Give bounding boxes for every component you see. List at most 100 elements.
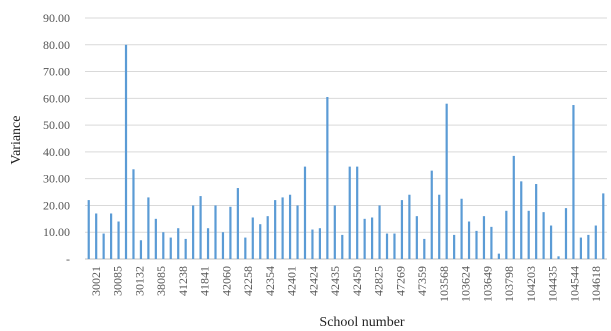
bar (154, 218, 157, 259)
bar (520, 181, 523, 259)
y-tick-label: 60.00 (43, 91, 70, 105)
bar (169, 237, 172, 259)
bar (557, 256, 560, 259)
x-tick-label: 42258 (241, 266, 255, 296)
bar (102, 233, 105, 259)
x-tick-label: 42450 (350, 266, 364, 296)
y-tick-label: 20.00 (43, 198, 70, 212)
bar (311, 229, 314, 259)
bar (288, 194, 292, 259)
x-tick-label: 103798 (502, 266, 516, 302)
y-tick-label: - (66, 252, 70, 266)
x-tick-label: 47359 (415, 266, 429, 296)
y-tick-label: 50.00 (43, 118, 70, 132)
bar (266, 216, 269, 259)
bar (408, 194, 411, 259)
bar (296, 205, 299, 259)
y-tick-label: 70.00 (43, 65, 70, 79)
bar (318, 228, 321, 259)
bar (549, 225, 553, 259)
bar (326, 96, 329, 259)
x-tick-label: 41841 (198, 266, 212, 296)
x-tick-labels: 30021 30085 30132 38085 41238 41841 42060 42258… (89, 266, 603, 302)
bar (490, 226, 493, 259)
bar (542, 212, 545, 259)
y-tick-label: 10.00 (43, 225, 70, 239)
bar (445, 103, 448, 259)
x-tick-label: 30085 (111, 266, 125, 296)
bar (199, 196, 202, 259)
x-tick-label: 104435 (546, 266, 560, 302)
bar (587, 234, 590, 259)
bar (400, 200, 404, 259)
y-tick-label: 80.00 (43, 38, 70, 52)
bar (341, 234, 344, 259)
bar (274, 200, 277, 259)
bar (527, 210, 530, 259)
x-tick-label: 42435 (328, 266, 342, 296)
bar (356, 166, 359, 259)
bar (348, 166, 351, 259)
bar (602, 193, 605, 259)
y-tick-label: 40.00 (43, 145, 70, 159)
bar (453, 234, 456, 259)
x-tick-label: 104203 (524, 266, 538, 302)
bar (184, 238, 187, 259)
bar (251, 217, 254, 259)
bar (281, 197, 284, 259)
x-tick-label: 103624 (459, 266, 473, 302)
bar (430, 170, 433, 259)
bar (333, 205, 336, 259)
bar (482, 216, 486, 259)
x-tick-label: 41238 (176, 266, 190, 296)
bar (110, 213, 113, 259)
bar (423, 238, 426, 259)
bar (594, 225, 597, 259)
bar (236, 188, 239, 259)
bar (192, 205, 195, 259)
bar (206, 228, 210, 259)
bar (512, 155, 515, 259)
x-tick-label: 103649 (480, 266, 494, 302)
bar (95, 213, 98, 259)
x-axis-title: School number (319, 315, 404, 330)
bar (535, 184, 538, 259)
x-tick-label: 30021 (89, 266, 103, 296)
x-tick-label: 42825 (372, 266, 386, 296)
bar (259, 224, 262, 259)
x-tick-label: 42424 (306, 266, 320, 296)
x-tick-label: 42401 (285, 266, 299, 296)
x-tick-label: 47269 (393, 266, 407, 296)
bar (393, 233, 396, 259)
x-tick-label: 103568 (437, 266, 451, 302)
bar (363, 218, 366, 259)
bars (87, 44, 605, 260)
bar (460, 198, 463, 259)
bar (124, 44, 128, 260)
bar (214, 205, 217, 259)
bar (229, 206, 232, 259)
bar (177, 228, 180, 259)
x-tick-label: 42354 (263, 266, 277, 296)
bar (378, 205, 381, 259)
bar (438, 194, 441, 259)
bar (117, 221, 120, 259)
bar (415, 216, 418, 259)
bar (497, 253, 500, 259)
bar (87, 200, 90, 259)
x-tick-label: 104544 (567, 266, 581, 302)
bar (564, 208, 568, 259)
bar (132, 169, 135, 259)
x-tick-label: 30132 (132, 266, 146, 296)
bar (221, 232, 225, 259)
bar (371, 217, 374, 259)
bar (162, 232, 165, 259)
bar (147, 197, 150, 259)
gridlines (85, 17, 607, 260)
bar (467, 221, 471, 259)
bar (139, 240, 143, 259)
bar (385, 233, 389, 259)
y-tick-labels: - 10.00 20.00 30.00 40.00 50.00 60.00 70.00 80.0… (43, 11, 70, 266)
x-tick-label: 38085 (154, 266, 168, 296)
